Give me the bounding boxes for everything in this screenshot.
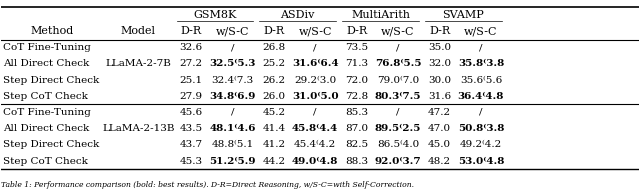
Text: 25.1: 25.1 [179, 76, 202, 85]
Text: 31.6: 31.6 [428, 92, 451, 101]
Text: D-R: D-R [180, 26, 202, 36]
Text: 51.2⁽5.9: 51.2⁽5.9 [209, 157, 255, 166]
Text: 82.5: 82.5 [345, 140, 368, 149]
Text: 72.8: 72.8 [345, 92, 368, 101]
Text: 35.0: 35.0 [428, 43, 451, 52]
Text: 79.0⁽7.0: 79.0⁽7.0 [377, 76, 419, 85]
Text: LLaMA-2-13B: LLaMA-2-13B [102, 124, 175, 133]
Text: 26.0: 26.0 [262, 92, 285, 101]
Text: 48.1⁽4.6: 48.1⁽4.6 [209, 124, 255, 133]
Text: 25.2: 25.2 [262, 59, 285, 68]
Text: Step Direct Check: Step Direct Check [3, 140, 99, 149]
Text: 88.3: 88.3 [345, 157, 368, 166]
Text: 76.8⁽5.5: 76.8⁽5.5 [375, 59, 421, 68]
Text: 71.3: 71.3 [345, 59, 368, 68]
Text: 26.2: 26.2 [262, 76, 285, 85]
Text: 89.5⁽2.5: 89.5⁽2.5 [375, 124, 421, 133]
Text: MultiArith: MultiArith [351, 10, 410, 20]
Text: /: / [230, 108, 234, 117]
Text: /: / [479, 108, 483, 117]
Text: GSM8K: GSM8K [193, 10, 237, 20]
Text: Step CoT Check: Step CoT Check [3, 157, 88, 166]
Text: D-R: D-R [429, 26, 450, 36]
Text: Model: Model [121, 26, 156, 36]
Text: Table 1: Performance comparison (bold: best results). D-R=Direct Reasoning, w/S-: Table 1: Performance comparison (bold: b… [1, 181, 414, 189]
Text: 45.2: 45.2 [262, 108, 285, 117]
Text: /: / [396, 43, 400, 52]
Text: Step CoT Check: Step CoT Check [3, 92, 88, 101]
Text: 35.6⁽5.6: 35.6⁽5.6 [460, 76, 502, 85]
Text: 41.4: 41.4 [262, 124, 285, 133]
Text: 44.2: 44.2 [262, 157, 285, 166]
Text: LLaMA-2-7B: LLaMA-2-7B [106, 59, 172, 68]
Text: 27.2: 27.2 [179, 59, 202, 68]
Text: ASDiv: ASDiv [280, 10, 315, 20]
Text: 45.8⁽4.4: 45.8⁽4.4 [292, 124, 339, 133]
Text: D-R: D-R [263, 26, 284, 36]
Text: 31.6⁽6.4: 31.6⁽6.4 [292, 59, 339, 68]
Text: w/S-C: w/S-C [464, 26, 498, 36]
Text: /: / [396, 108, 400, 117]
Text: All Direct Check: All Direct Check [3, 59, 89, 68]
Text: 48.8⁽5.1: 48.8⁽5.1 [211, 140, 253, 149]
Text: 86.5⁽4.0: 86.5⁽4.0 [377, 140, 419, 149]
Text: SVAMP: SVAMP [442, 10, 484, 20]
Text: CoT Fine-Tuning: CoT Fine-Tuning [3, 43, 90, 52]
Text: 49.0⁽4.8: 49.0⁽4.8 [292, 157, 339, 166]
Text: CoT Fine-Tuning: CoT Fine-Tuning [3, 108, 90, 117]
Text: 36.4⁽4.8: 36.4⁽4.8 [458, 92, 504, 101]
Text: 32.5⁽5.3: 32.5⁽5.3 [209, 59, 255, 68]
Text: Step Direct Check: Step Direct Check [3, 76, 99, 85]
Text: 49.2⁽4.2: 49.2⁽4.2 [460, 140, 502, 149]
Text: 43.7: 43.7 [179, 140, 202, 149]
Text: /: / [479, 43, 483, 52]
Text: 72.0: 72.0 [345, 76, 368, 85]
Text: 45.4⁽4.2: 45.4⁽4.2 [294, 140, 337, 149]
Text: 85.3: 85.3 [345, 108, 368, 117]
Text: 29.2⁽3.0: 29.2⁽3.0 [294, 76, 337, 85]
Text: All Direct Check: All Direct Check [3, 124, 89, 133]
Text: w/S-C: w/S-C [216, 26, 249, 36]
Text: 87.0: 87.0 [345, 124, 368, 133]
Text: Method: Method [31, 26, 74, 36]
Text: 45.6: 45.6 [179, 108, 202, 117]
Text: 80.3⁽7.5: 80.3⁽7.5 [375, 92, 421, 101]
Text: 50.8⁽3.8: 50.8⁽3.8 [458, 124, 504, 133]
Text: /: / [314, 43, 317, 52]
Text: 31.0⁽5.0: 31.0⁽5.0 [292, 92, 339, 101]
Text: 34.8⁽6.9: 34.8⁽6.9 [209, 92, 255, 101]
Text: 47.0: 47.0 [428, 124, 451, 133]
Text: /: / [230, 43, 234, 52]
Text: 32.0: 32.0 [428, 59, 451, 68]
Text: 30.0: 30.0 [428, 76, 451, 85]
Text: 73.5: 73.5 [345, 43, 368, 52]
Text: 41.2: 41.2 [262, 140, 285, 149]
Text: 43.5: 43.5 [179, 124, 202, 133]
Text: w/S-C: w/S-C [381, 26, 415, 36]
Text: w/S-C: w/S-C [298, 26, 332, 36]
Text: 26.8: 26.8 [262, 43, 285, 52]
Text: 47.2: 47.2 [428, 108, 451, 117]
Text: 32.6: 32.6 [179, 43, 202, 52]
Text: 53.0⁽4.8: 53.0⁽4.8 [458, 157, 504, 166]
Text: /: / [314, 108, 317, 117]
Text: 32.4⁽7.3: 32.4⁽7.3 [211, 76, 253, 85]
Text: 92.0⁽3.7: 92.0⁽3.7 [375, 157, 421, 166]
Text: 27.9: 27.9 [179, 92, 202, 101]
Text: 45.3: 45.3 [179, 157, 202, 166]
Text: D-R: D-R [346, 26, 367, 36]
Text: 48.2: 48.2 [428, 157, 451, 166]
Text: 35.8⁽3.8: 35.8⁽3.8 [458, 59, 504, 68]
Text: 45.0: 45.0 [428, 140, 451, 149]
